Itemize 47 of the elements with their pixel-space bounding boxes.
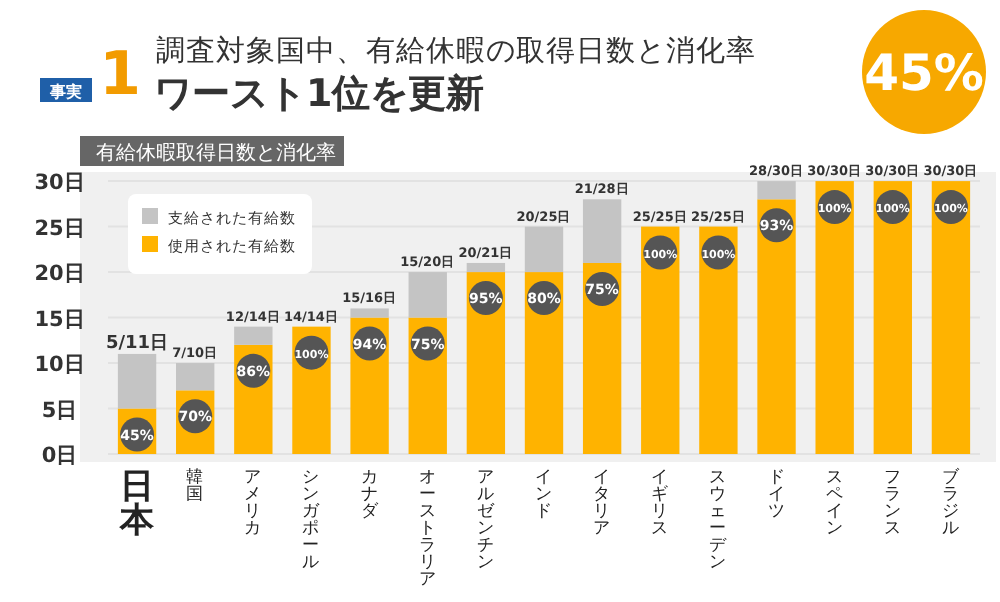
x-tick-label: インド [535,468,553,523]
bar [234,326,273,345]
y-tick-label: 30日 [34,171,86,196]
x-tick-label: スウェーデン [709,468,730,574]
x-tick-label: ブラジル [941,466,962,540]
bar [466,262,506,273]
y-tick-label: 15日 [34,307,86,332]
y-tick-label: 5日 [41,398,79,423]
bar [524,226,564,273]
x-tick-label: シンガポール [302,468,323,574]
bar [931,181,971,454]
total-label: 5/11日 [105,331,169,354]
y-tick-label: 20日 [34,262,86,287]
bar [641,226,680,454]
x-tick-label: ドイツ [767,468,786,523]
bar [524,272,564,454]
bar [117,353,157,409]
bar [815,181,854,454]
text: 有給休暇取得日数と消化率 [96,141,336,165]
x-tick-label: スペイン [825,468,844,540]
x-tick-label: イタリア [593,468,612,540]
bar [582,262,622,454]
x-tick-label: フランス [883,468,902,540]
x-tick-label: アメリカ [244,468,263,540]
x-tick-label: イギリス [651,468,670,540]
bar [466,272,506,454]
y-tick-label: 10日 [34,353,86,378]
bar [699,226,738,454]
chart-subtitle: ワースト1位を更新 [154,72,485,116]
text: 事実 [48,81,82,101]
text: 1 [99,40,141,110]
y-tick-label: 25日 [34,216,86,241]
bar [176,363,215,391]
bar [757,199,796,454]
text: 45% [864,44,984,102]
x-tick-label: 日本 [118,466,157,541]
chart-title: 調査対象国中、有給休暇の取得日数と消化率 [156,34,756,68]
x-tick-label: カナダ [360,468,381,523]
x-tick-label: アルゼンチン [476,468,497,574]
bar [408,272,447,318]
x-tick-label: 韓国 [186,466,205,506]
y-tick-label: 0日 [41,444,79,468]
bar [582,199,622,263]
bar [873,181,912,454]
bar [350,308,389,318]
x-tick-label: オーストラリア [418,468,437,591]
bar [757,181,796,200]
